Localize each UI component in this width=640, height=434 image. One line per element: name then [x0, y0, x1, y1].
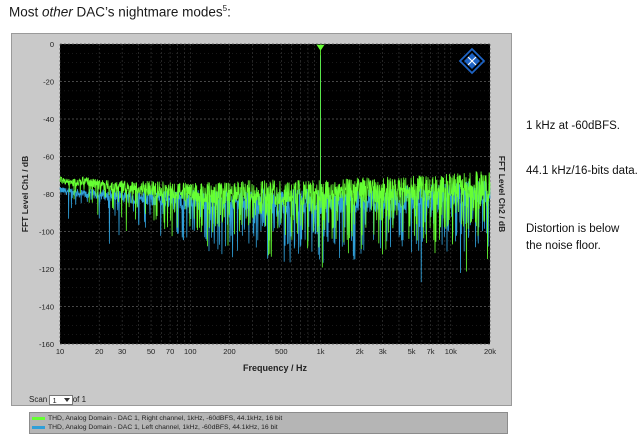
footnote-marker: 5 — [222, 4, 228, 13]
scan-select[interactable]: 1 — [49, 395, 74, 405]
y-tick-label: -60 — [43, 153, 54, 162]
x-tick-label: 1k — [317, 347, 325, 356]
y-tick-label: -20 — [43, 78, 54, 87]
x-tick-label: 20k — [484, 347, 496, 356]
legend-swatch-left — [32, 425, 45, 429]
legend-entry-right[interactable]: THD, Analog Domain - DAC 1, Right channe… — [32, 414, 282, 423]
logo-mark — [467, 56, 477, 66]
x-tick-label: 200 — [223, 347, 236, 356]
y-tick-label: -40 — [43, 115, 54, 124]
y-tick-label: -120 — [39, 265, 54, 274]
peak-marker — [316, 44, 325, 51]
y-tick-label: -80 — [43, 190, 54, 199]
x-tick-label: 100 — [184, 347, 197, 356]
slide-title: Most other DAC’s nightmare modes5: — [9, 4, 231, 20]
x-tick-label: 70 — [166, 347, 174, 356]
x-tick-label: 50 — [147, 347, 155, 356]
legend-entry-left[interactable]: THD, Analog Domain - DAC 1, Left channel… — [32, 423, 278, 432]
x-tick-label: 5k — [408, 347, 416, 356]
x-tick-label: 10 — [56, 347, 64, 356]
x-tick-label: 3k — [379, 347, 387, 356]
x-tick-label: 500 — [275, 347, 288, 356]
y-tick-label: -160 — [39, 340, 54, 349]
x-tick-label: 10k — [445, 347, 457, 356]
y-axis-label-left: FFT Level Ch1 / dB — [20, 156, 30, 233]
analyzer-window: 0 -20 -40 -60 -80 -100 -120 -140 -160 10 20 30 50 70 1… — [11, 33, 512, 434]
chevron-down-icon[interactable] — [64, 398, 71, 402]
legend-swatch-right — [32, 416, 45, 420]
y-tick-label: 0 — [50, 40, 54, 49]
scan-label: Scan — [29, 395, 48, 405]
legend-label-left: THD, Analog Domain - DAC 1, Left channel… — [48, 424, 278, 431]
y-tick-label: -100 — [39, 228, 54, 237]
note-test-signal: 1 kHz at -60dBFS. — [526, 120, 620, 132]
scan-control: Scan 1 of 1 — [29, 395, 86, 405]
scan-of-label: of 1 — [72, 395, 87, 405]
x-tick-label: 2k — [356, 347, 364, 356]
y-tick-label: -140 — [39, 303, 54, 312]
note-data-format: 44.1 kHz/16-bits data. — [526, 165, 638, 177]
x-tick-label: 7k — [427, 347, 435, 356]
series-right-channel — [59, 49, 491, 272]
y-axis-label-right: FFT Level Ch2 / dB — [497, 156, 507, 233]
x-tick-label: 20 — [95, 347, 103, 356]
logo-diamond-outer — [458, 47, 486, 75]
x-axis-label: Frequency / Hz — [243, 363, 308, 373]
note-distortion: Distortion is below the noise floor. — [526, 223, 620, 252]
rohde-schwarz-diamond-logo — [458, 47, 486, 75]
legend-label-right: THD, Analog Domain - DAC 1, Right channe… — [48, 415, 283, 422]
x-tick-label: 30 — [118, 347, 126, 356]
legend: THD, Analog Domain - DAC 1, Right channe… — [29, 412, 508, 434]
